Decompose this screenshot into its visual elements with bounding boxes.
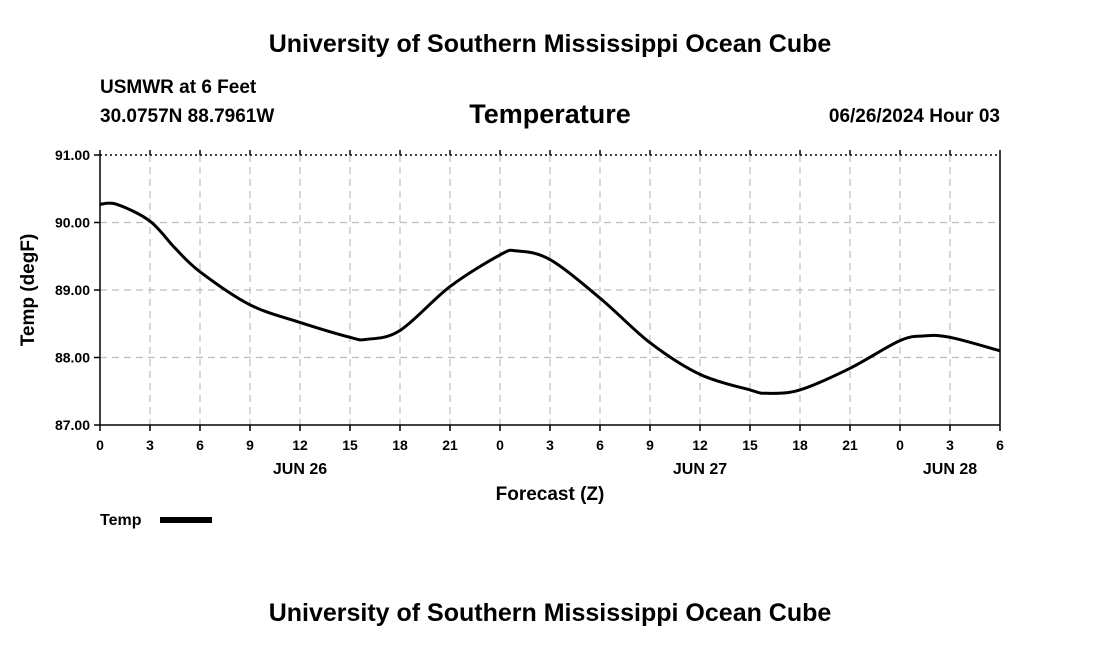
x-tick-label: 21 xyxy=(442,437,458,453)
x-tick-label: 0 xyxy=(896,437,904,453)
series-line-temp xyxy=(99,201,1001,395)
x-tick-label: 0 xyxy=(496,437,504,453)
day-label: JUN 28 xyxy=(923,461,977,478)
y-tick-label: 88.00 xyxy=(55,350,90,366)
chart-grid xyxy=(100,155,1000,425)
x-tick-label: 3 xyxy=(946,437,954,453)
x-tick-label: 9 xyxy=(246,437,254,453)
forecast-datetime: 06/26/2024 Hour 03 xyxy=(828,106,1000,127)
day-labels: JUN 26 JUN 27 JUN 28 xyxy=(273,461,977,478)
x-tick-label: 6 xyxy=(596,437,604,453)
x-tick-label: 6 xyxy=(196,437,204,453)
x-tick-label: 18 xyxy=(392,437,408,453)
station-coordinates: 30.0757N 88.7961W xyxy=(100,106,275,127)
day-label: JUN 26 xyxy=(273,461,327,478)
chart-series xyxy=(99,201,1001,395)
footer-title: University of Southern Mississippi Ocean… xyxy=(268,599,832,627)
station-name: USMWR at 6 Feet xyxy=(100,77,257,98)
x-tick-label: 15 xyxy=(342,437,358,453)
y-axis-label: Temp (degF) xyxy=(18,234,39,347)
x-tick-label: 3 xyxy=(146,437,154,453)
chart-legend: Temp xyxy=(100,512,212,529)
y-tick-label: 89.00 xyxy=(55,282,90,298)
x-tick-label: 12 xyxy=(692,437,708,453)
page-title: University of Southern Mississippi Ocean… xyxy=(268,30,832,58)
x-tick-label: 6 xyxy=(996,437,1004,453)
x-tick-label: 21 xyxy=(842,437,858,453)
x-tick-label: 12 xyxy=(292,437,308,453)
y-tick-label: 91.00 xyxy=(55,147,90,163)
x-tick-label: 18 xyxy=(792,437,808,453)
x-axis-label: Forecast (Z) xyxy=(496,484,605,505)
x-tick-label: 9 xyxy=(646,437,654,453)
chart-title: Temperature xyxy=(469,99,631,129)
y-axis-ticks: 87.00 88.00 89.00 90.00 91.00 xyxy=(55,147,100,433)
y-tick-label: 90.00 xyxy=(55,215,90,231)
x-tick-label: 3 xyxy=(546,437,554,453)
x-tick-label: 15 xyxy=(742,437,758,453)
y-tick-label: 87.00 xyxy=(55,417,90,433)
day-label: JUN 27 xyxy=(673,461,727,478)
legend-label-temp: Temp xyxy=(100,512,142,529)
x-axis-ticks: 0 3 6 9 12 15 18 21 0 3 6 9 12 15 18 21 0 3 6 xyxy=(96,150,1004,453)
x-tick-label: 0 xyxy=(96,437,104,453)
